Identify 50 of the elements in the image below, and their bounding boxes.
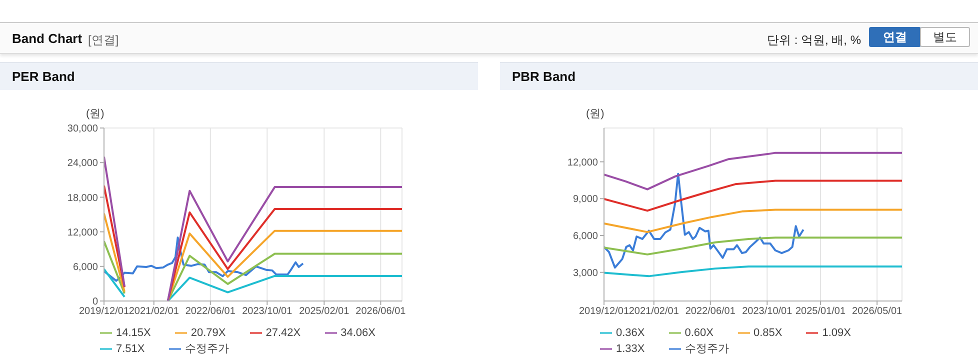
- chart-title: PER Band: [0, 62, 478, 90]
- chart-title: PBR Band: [500, 62, 978, 90]
- legend-label: 27.42X: [266, 327, 301, 339]
- legend-label: 34.06X: [340, 327, 376, 339]
- y-tick-label: 12,000: [567, 157, 598, 168]
- text: 연결: [869, 27, 921, 47]
- x-tick-label: 2022/06/01: [185, 306, 236, 318]
- y-tick-label: 12,000: [67, 227, 98, 238]
- y-tick-label: 24,000: [67, 158, 98, 170]
- line-series: [104, 236, 304, 282]
- line-series: [604, 236, 902, 256]
- legend-label: 20.79X: [190, 327, 226, 339]
- y-tick-label: 6,000: [72, 262, 98, 273]
- x-tick-label: 2023/10/01: [242, 306, 293, 318]
- text: Band Chart: [12, 31, 82, 46]
- legend-label: 0.85X: [754, 327, 782, 339]
- x-tick-label: 2026/05/01: [852, 306, 903, 318]
- y-tick-label: 3,000: [572, 268, 598, 279]
- line-series: [604, 172, 804, 269]
- line-series: [604, 265, 902, 278]
- x-tick-label: 2025/01/01: [796, 306, 846, 318]
- x-tick-label: 2019/12/01: [578, 306, 630, 318]
- line-series: [604, 208, 902, 234]
- x-tick-label: 2022/06/01: [685, 306, 736, 318]
- y-tick-label: 6,000: [572, 231, 598, 242]
- legend-label: 1.09X: [822, 327, 851, 339]
- legend-label: 수정주가: [184, 343, 229, 355]
- legend-label: 14.15X: [116, 327, 151, 339]
- x-tick-label: 2019/12/01: [78, 306, 130, 318]
- y-axis-title: (원): [586, 107, 604, 121]
- x-tick-label: 2021/02/01: [128, 306, 180, 318]
- legend-label: 1.33X: [616, 343, 645, 355]
- legend-label: 0.60X: [684, 327, 714, 339]
- y-axis-title: (원): [86, 107, 104, 121]
- legend-label: 0.36X: [616, 327, 645, 339]
- text: [연결]: [88, 32, 119, 49]
- y-tick-label: 30,000: [67, 124, 98, 135]
- text: 별도: [920, 27, 970, 47]
- line-series: [604, 180, 902, 212]
- x-tick-label: 2023/10/01: [742, 306, 793, 318]
- x-tick-label: 2026/06/01: [356, 306, 406, 318]
- legend-label: 수정주가: [684, 343, 729, 355]
- y-tick-label: 18,000: [67, 192, 98, 204]
- line-series: [604, 152, 902, 190]
- legend-label: 7.51X: [116, 343, 145, 355]
- text: 단위 : 억원, 배, %: [766, 32, 861, 49]
- x-tick-label: 2025/02/01: [299, 306, 350, 318]
- x-tick-label: 2021/02/01: [628, 306, 680, 318]
- y-tick-label: 9,000: [572, 194, 598, 206]
- y-tick-label: 0: [92, 296, 98, 308]
